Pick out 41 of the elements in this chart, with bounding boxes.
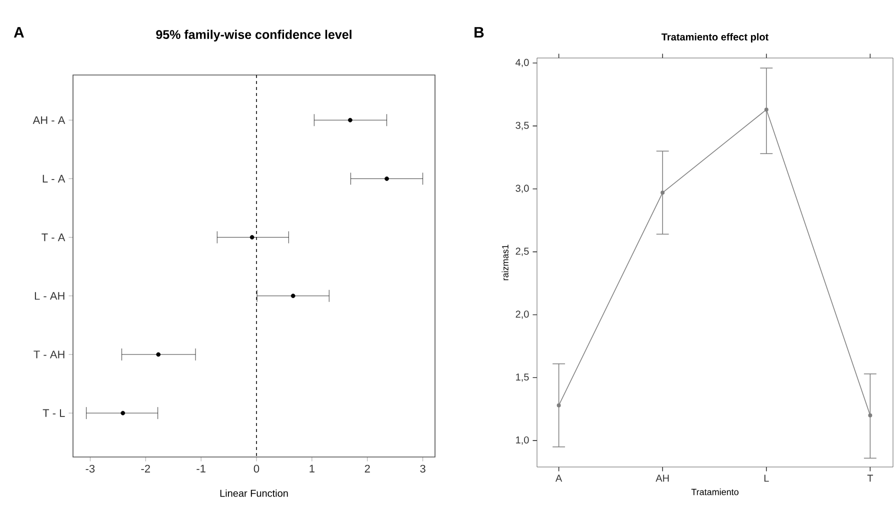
y-tick-label: 2,5 bbox=[516, 248, 529, 256]
x-tick-label: -1 bbox=[196, 464, 206, 472]
y-tick-label: L - A bbox=[42, 174, 66, 182]
y-tick-label: 4,0 bbox=[516, 58, 529, 68]
point bbox=[250, 235, 254, 240]
x-tick-label: 0 bbox=[254, 464, 260, 473]
point bbox=[120, 410, 126, 416]
chart-title: Tratamiento effect plot bbox=[662, 33, 769, 42]
x-tick-label: 1 bbox=[310, 464, 314, 472]
text: A bbox=[14, 27, 24, 38]
y-tick-label: 1,0 bbox=[516, 436, 529, 445]
x-axis-title: Linear Function bbox=[220, 489, 288, 497]
x-tick-label: T bbox=[867, 474, 874, 482]
text: B bbox=[474, 27, 484, 38]
point bbox=[660, 190, 665, 195]
point bbox=[868, 413, 872, 418]
y-tick-label: T - A bbox=[42, 234, 66, 242]
x-tick-label: L bbox=[764, 474, 769, 482]
y-axis-title: raizmas1 bbox=[502, 244, 508, 280]
x-tick-label: 2 bbox=[364, 464, 370, 472]
y-tick-label: 3,5 bbox=[516, 122, 529, 130]
y-tick-label: 2,0 bbox=[516, 310, 529, 319]
x-axis-title: Tratamiento bbox=[691, 488, 738, 496]
point bbox=[384, 176, 389, 181]
point bbox=[556, 403, 561, 408]
chart-title: 95% family-wise confidence level bbox=[156, 30, 352, 42]
point bbox=[348, 118, 352, 122]
x-tick-label: -3 bbox=[86, 464, 95, 473]
y-tick-label: 1,5 bbox=[516, 374, 529, 382]
y-tick-label: T - AH bbox=[34, 350, 64, 358]
point bbox=[156, 352, 161, 357]
point bbox=[764, 108, 768, 112]
x-tick-label: A bbox=[555, 474, 562, 482]
y-tick-label: T - L bbox=[42, 409, 65, 417]
y-tick-label: AH - A bbox=[32, 116, 66, 124]
x-tick-label: -2 bbox=[141, 464, 150, 472]
y-tick-label: L - AH bbox=[34, 292, 64, 300]
x-tick-label: 3 bbox=[420, 464, 426, 473]
y-tick-label: 3,0 bbox=[516, 184, 529, 194]
point bbox=[290, 294, 296, 298]
x-tick-label: AH bbox=[656, 474, 669, 482]
